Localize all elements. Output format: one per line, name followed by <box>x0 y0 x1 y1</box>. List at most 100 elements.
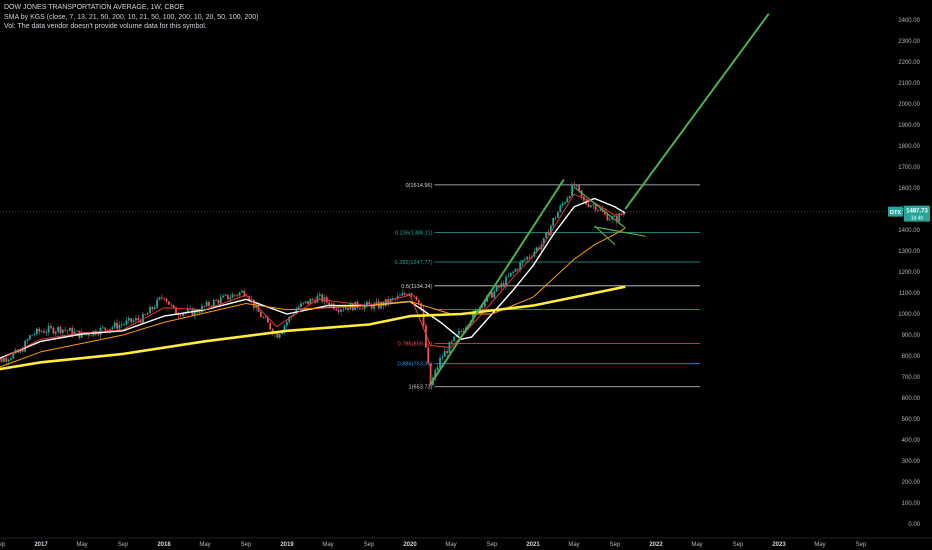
candle-body <box>613 216 616 217</box>
fib-level-label: 0.382(1247.77) <box>395 260 433 266</box>
price-axis-tick: 1600.00 <box>898 186 920 192</box>
candle-body <box>269 322 272 330</box>
candle-body <box>363 305 366 310</box>
price-axis-tick: 500.00 <box>902 417 921 423</box>
time-axis[interactable]: Sep 2017 May Sep 2018 May Sep 2019 May Sep 2020 May… <box>0 537 932 548</box>
candle-body <box>427 347 430 364</box>
candle-body <box>123 324 126 326</box>
candle-body <box>163 298 166 300</box>
candle-body <box>234 294 236 296</box>
candle-body <box>255 305 258 309</box>
candle-body <box>420 303 423 309</box>
candle-body <box>604 211 606 215</box>
candle-body <box>441 356 444 358</box>
price-axis[interactable]: 0.00 100.00 200.00 300.00 400.00 500.00 600.00… <box>898 18 920 528</box>
candle-body <box>309 299 312 305</box>
candle-body <box>262 317 265 318</box>
candle-body <box>361 308 364 310</box>
candle-body <box>474 309 477 312</box>
candle-body <box>168 301 170 305</box>
candle-body <box>368 301 371 305</box>
candle-body <box>45 332 48 333</box>
candle-body <box>156 299 159 308</box>
candle-body <box>118 324 121 329</box>
price-axis-tick: 700.00 <box>902 375 921 381</box>
price-axis-tick: 400.00 <box>902 438 921 444</box>
candle-body <box>87 333 90 336</box>
candle-body <box>198 312 201 314</box>
candle-body <box>413 295 415 297</box>
candle-body <box>111 327 114 330</box>
time-axis-tick: Sep <box>610 542 621 548</box>
candle-body <box>311 299 314 300</box>
candle-body <box>417 300 420 304</box>
candle-body <box>422 308 425 326</box>
time-axis-tick: Sep <box>733 542 744 548</box>
fib-level-label: 0.236(1388.11) <box>395 230 433 236</box>
candle-body <box>366 301 368 306</box>
candle-body <box>132 320 135 323</box>
candle-body <box>7 359 10 362</box>
time-axis-tick: May <box>76 542 87 548</box>
candlestick-series <box>0 181 625 387</box>
candle-body <box>597 210 599 211</box>
trend-line <box>624 13 770 210</box>
fib-level-label: 0.886(763.31) <box>398 362 433 368</box>
candle-body <box>19 349 22 353</box>
candle-body <box>566 198 569 203</box>
candle-body <box>542 237 545 245</box>
candle-body <box>524 259 526 261</box>
candle-body <box>149 306 151 314</box>
time-axis-tick: 2017 <box>34 542 48 548</box>
time-axis-tick: May <box>691 542 702 548</box>
candle-body <box>399 295 401 297</box>
candle-body <box>490 292 493 298</box>
candle-body <box>521 260 524 263</box>
candle-body <box>403 293 406 295</box>
candle-body <box>250 299 253 301</box>
price-axis-tick: 1200.00 <box>898 270 920 276</box>
candle-body <box>50 326 52 328</box>
price-axis-tick: 1400.00 <box>898 228 920 234</box>
candle-body <box>481 306 484 308</box>
candle-body <box>424 325 427 348</box>
price-axis-tick: 100.00 <box>902 501 921 507</box>
trend-lines[interactable] <box>429 13 770 385</box>
legend-indicator-sma[interactable]: SMA by KGS (close, 7, 13, 21, 50, 200, 1… <box>4 13 259 21</box>
candle-body <box>137 318 140 321</box>
candle-body <box>177 314 180 316</box>
time-axis-tick: Sep <box>118 542 129 548</box>
legend-volume-note[interactable]: Vol: The data vendor doesn't provide vol… <box>4 23 207 30</box>
candle-body <box>257 305 260 312</box>
candle-body <box>328 302 331 306</box>
candle-body <box>73 331 76 335</box>
candle-body <box>219 297 222 304</box>
fib-level-label: 0.786(859.43) <box>398 342 433 348</box>
candle-body <box>561 203 564 206</box>
legend-symbol-title[interactable]: DOW JONES TRANSPORTATION AVERAGE, 1W, CB… <box>4 4 185 11</box>
candle-body <box>113 322 116 328</box>
price-axis-tick: 2200.00 <box>898 60 920 66</box>
candle-body <box>606 214 609 221</box>
candle-body <box>109 329 111 332</box>
candle-body <box>535 247 538 252</box>
chart-legend: DOW JONES TRANSPORTATION AVERAGE, 1W, CB… <box>4 3 259 32</box>
trend-line <box>429 179 565 385</box>
candle-body <box>505 276 507 287</box>
candle-body <box>172 304 175 308</box>
candle-body <box>47 326 50 333</box>
candle-body <box>267 317 269 323</box>
candle-body <box>24 341 27 352</box>
candle-body <box>300 303 302 308</box>
candle-body <box>573 184 576 186</box>
candle-body <box>495 286 498 292</box>
candle-body <box>10 358 12 360</box>
candle-body <box>179 315 182 316</box>
candle-body <box>472 311 474 322</box>
price-axis-tick: 200.00 <box>902 480 921 486</box>
candle-body <box>557 212 559 218</box>
candle-body <box>446 351 449 354</box>
time-axis-tick: Sep <box>0 542 6 548</box>
candle-body <box>170 304 173 306</box>
